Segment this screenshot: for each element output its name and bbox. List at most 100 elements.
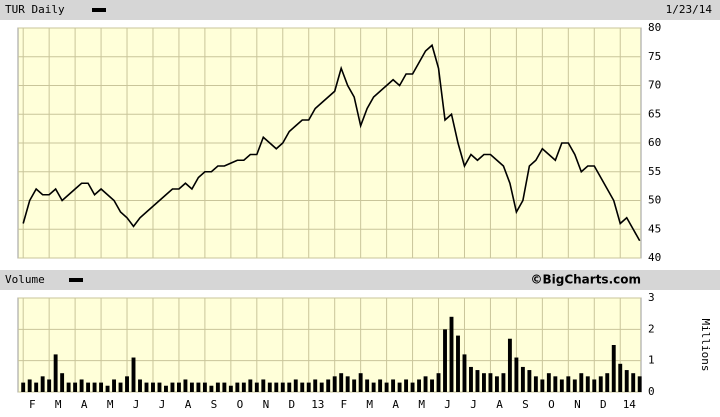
x-tick-label: F: [340, 398, 347, 411]
volume-bar: [183, 379, 188, 392]
x-tick-label: S: [211, 398, 218, 411]
volume-bar: [436, 373, 441, 392]
volume-bar: [378, 379, 383, 392]
x-tick-label: 13: [311, 398, 324, 411]
volume-bar: [358, 373, 363, 392]
y-tick-label: 50: [648, 194, 661, 207]
volume-bar: [151, 382, 155, 392]
volume-bar: [92, 382, 97, 392]
header-bar: [0, 0, 720, 20]
x-tick-label: J: [444, 398, 451, 411]
volume-bar: [60, 373, 65, 392]
y-tick-label: 45: [648, 222, 661, 235]
x-tick-label: A: [81, 398, 88, 411]
volume-bar: [494, 376, 499, 392]
price-line: [22, 43, 641, 242]
volume-bar: [202, 382, 207, 392]
y-tick-label: 60: [648, 136, 661, 149]
x-tick-label: A: [496, 398, 503, 411]
volume-bar: [507, 338, 512, 392]
x-tick-label: F: [29, 398, 36, 411]
volume-title: Volume: [5, 273, 45, 286]
volume-bar: [456, 335, 460, 392]
volume-bar: [559, 379, 564, 392]
volume-bar: [40, 376, 45, 392]
volume-bar: [209, 385, 214, 392]
x-tick-label: N: [263, 398, 270, 411]
volume-bar: [112, 379, 116, 392]
x-tick-label: S: [522, 398, 529, 411]
x-tick-label: A: [185, 398, 192, 411]
y-tick-label: 75: [648, 50, 661, 63]
volume-bar: [267, 382, 272, 392]
volume-bar: [404, 379, 409, 392]
volume-bar: [566, 376, 571, 392]
volume-bar: [157, 382, 162, 392]
volume-bar: [293, 379, 298, 392]
volume-bar: [501, 373, 506, 392]
x-tick-label: 14: [623, 398, 637, 411]
volume-bar: [66, 382, 71, 392]
volume-bar: [47, 379, 52, 392]
volume-bar: [397, 382, 402, 392]
volume-bar: [241, 382, 246, 392]
y-tick-label: 2: [648, 322, 655, 335]
volume-bar: [637, 376, 642, 392]
x-tick-label: M: [107, 398, 114, 411]
volume-bar: [469, 366, 473, 392]
y-tick-label: 80: [648, 21, 661, 34]
volume-bar: [306, 382, 311, 392]
volume-bar: [430, 379, 434, 392]
volume-bar: [189, 382, 194, 392]
volume-bar: [53, 354, 58, 392]
y-tick-label: 55: [648, 165, 661, 178]
volume-bar: [319, 382, 324, 392]
volume-bar: [99, 382, 104, 392]
volume-bar: [345, 376, 350, 392]
volume-bar: [131, 357, 136, 392]
volume-bar: [235, 382, 240, 392]
volume-bar: [546, 373, 551, 392]
date-label: 1/23/14: [666, 3, 713, 16]
copyright: ©BigCharts.com: [530, 273, 641, 287]
volume-bar: [332, 376, 337, 392]
y-axis-label: Millions: [699, 319, 712, 372]
volume-bar: [164, 385, 168, 392]
volume-bar: [527, 370, 532, 392]
volume-bar: [170, 382, 175, 392]
x-tick-label: A: [392, 398, 399, 411]
volume-bar: [118, 382, 123, 392]
x-tick-label: N: [574, 398, 581, 411]
x-tick-label: D: [600, 398, 607, 411]
x-tick-label: J: [159, 398, 166, 411]
volume-bar: [27, 379, 32, 392]
volume-bar: [417, 379, 422, 392]
volume-bar: [618, 363, 623, 392]
chart-title: TUR Daily: [5, 3, 65, 16]
volume-bar: [73, 382, 78, 392]
y-tick-label: 65: [648, 107, 661, 120]
y-tick-label: 70: [648, 79, 661, 92]
volume-bar: [138, 379, 142, 392]
volume-bar: [176, 382, 181, 392]
volume-bar: [391, 379, 396, 392]
volume-bar: [533, 376, 538, 392]
x-tick-label: O: [237, 398, 244, 411]
volume-bar: [475, 370, 480, 392]
volume-bar: [300, 382, 305, 392]
volume-bar: [624, 370, 629, 392]
volume-bar: [520, 366, 525, 392]
y-tick-label: 40: [648, 251, 661, 264]
volume-bar: [254, 382, 259, 392]
volume-bar: [274, 382, 279, 392]
x-tick-label: M: [55, 398, 62, 411]
volume-bar: [228, 385, 233, 392]
volume-bar: [21, 382, 26, 392]
volume-bar: [313, 379, 318, 392]
volume-bar: [631, 373, 636, 392]
legend-swatch: [69, 278, 83, 282]
volume-bar: [579, 373, 584, 392]
x-tick-label: M: [366, 398, 373, 411]
volume-bar: [488, 373, 493, 392]
